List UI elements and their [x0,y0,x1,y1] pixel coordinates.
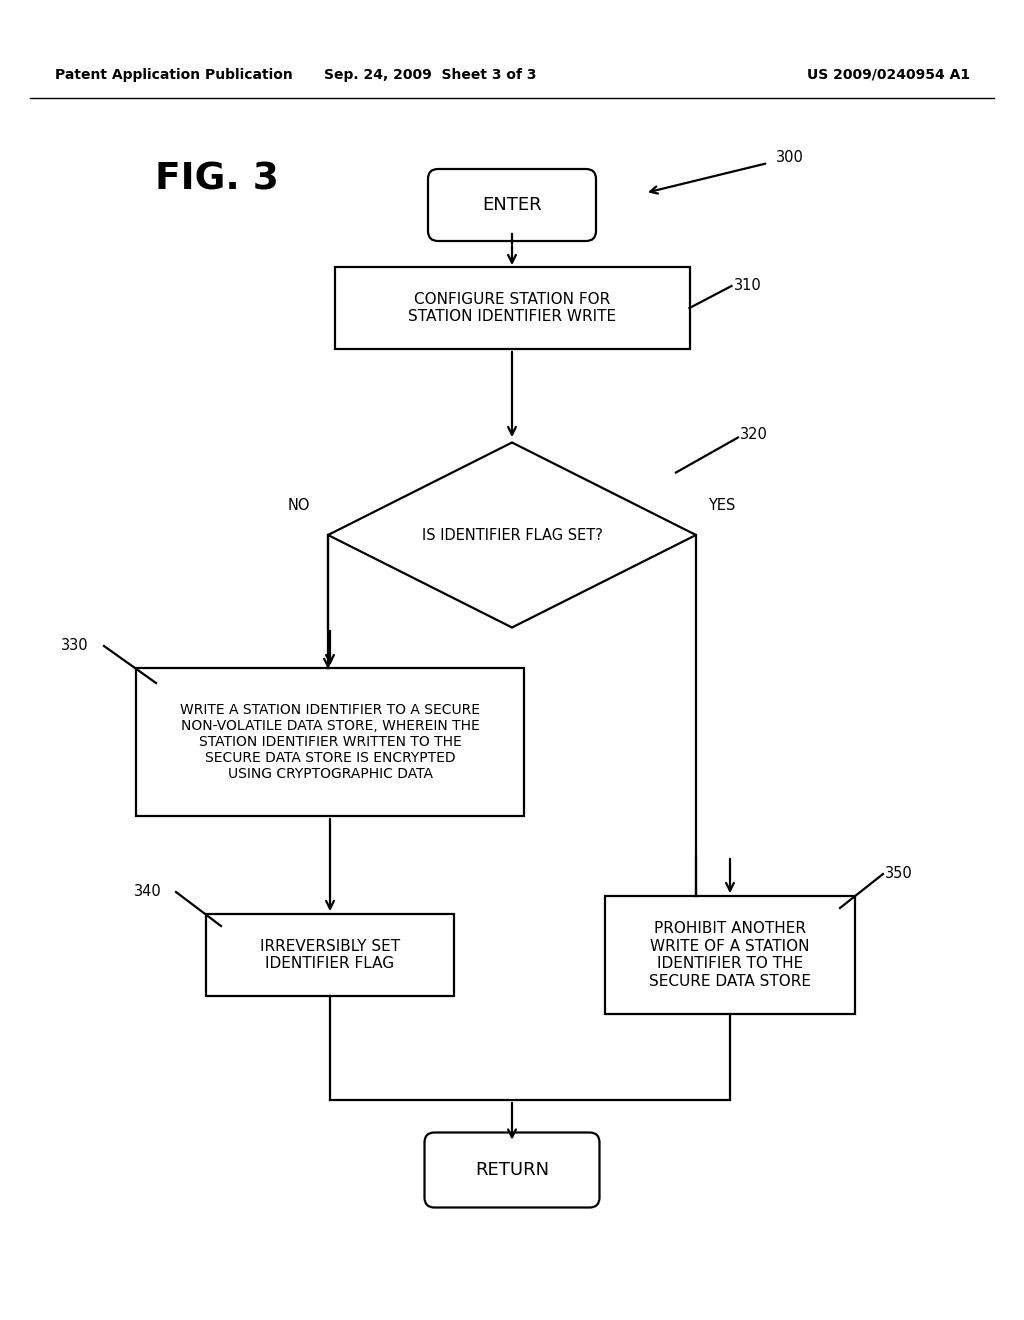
Text: WRITE A STATION IDENTIFIER TO A SECURE
NON-VOLATILE DATA STORE, WHEREIN THE
STAT: WRITE A STATION IDENTIFIER TO A SECURE N… [180,702,480,781]
Text: IS IDENTIFIER FLAG SET?: IS IDENTIFIER FLAG SET? [422,528,602,543]
Text: 350: 350 [885,866,912,882]
Text: IRREVERSIBLY SET
IDENTIFIER FLAG: IRREVERSIBLY SET IDENTIFIER FLAG [260,939,400,972]
Text: 320: 320 [740,426,768,442]
Bar [206,913,454,997]
Text: 300: 300 [776,149,804,165]
FancyBboxPatch shape [425,1133,599,1208]
Bar [335,267,689,348]
Text: CONFIGURE STATION FOR
STATION IDENTIFIER WRITE: CONFIGURE STATION FOR STATION IDENTIFIER… [408,292,616,325]
Polygon shape [328,442,696,627]
Text: RETURN: RETURN [475,1162,549,1179]
Text: NO: NO [288,498,310,512]
Text: Patent Application Publication: Patent Application Publication [55,69,293,82]
Text: 340: 340 [134,884,162,899]
Bar [605,896,855,1014]
Text: 310: 310 [733,279,761,293]
Text: 330: 330 [61,639,89,653]
Text: PROHIBIT ANOTHER
WRITE OF A STATION
IDENTIFIER TO THE
SECURE DATA STORE: PROHIBIT ANOTHER WRITE OF A STATION IDEN… [649,921,811,989]
Bar [136,668,524,816]
Text: YES: YES [708,498,735,512]
Text: FIG. 3: FIG. 3 [155,162,279,198]
Text: ENTER: ENTER [482,195,542,214]
Text: Sep. 24, 2009  Sheet 3 of 3: Sep. 24, 2009 Sheet 3 of 3 [324,69,537,82]
FancyBboxPatch shape [428,169,596,242]
Text: US 2009/0240954 A1: US 2009/0240954 A1 [807,69,970,82]
